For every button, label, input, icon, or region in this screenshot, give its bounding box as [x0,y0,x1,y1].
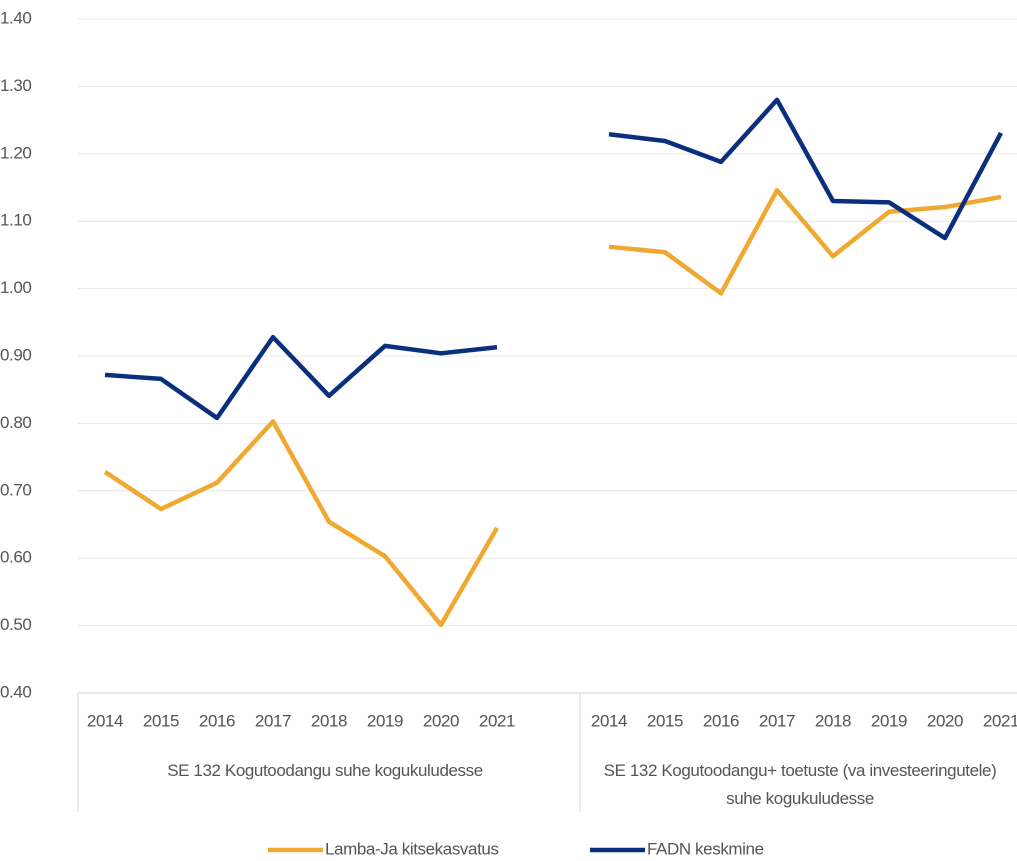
x-tick-label: 2015 [143,711,179,730]
y-tick-label: 1.30 [0,76,32,95]
y-tick-label: 0.70 [0,480,32,499]
series-line [608,187,1002,296]
x-tick-label: 2017 [255,711,291,730]
x-tick-label: 2020 [927,711,963,730]
x-tick-label: 2017 [759,711,795,730]
x-tick-label: 2021 [983,711,1017,730]
x-tick-label: 2018 [815,711,851,730]
y-tick-label: 1.40 [0,8,32,27]
x-tick-label: 2016 [199,711,235,730]
y-tick-label: 1.20 [0,143,32,162]
x-tick-label: 2014 [87,711,123,730]
y-tick-label: 1.10 [0,211,32,230]
x-tick-label: 2014 [591,711,627,730]
y-tick-label: 0.60 [0,548,32,567]
y-tick-label: 0.50 [0,615,32,634]
y-tick-label: 0.90 [0,345,32,364]
x-tick-label: 2018 [311,711,347,730]
y-tick-label: 0.40 [0,682,32,701]
x-tick-label: 2019 [871,711,907,730]
legend-label: Lamba-Ja kitsekasvatus [325,839,499,858]
series-line [608,97,1003,241]
x-tick-label: 2016 [703,711,739,730]
x-tick-label: 2019 [367,711,403,730]
series-line [103,419,499,628]
group-label: SE 132 Kogutoodangu+ toetuste (va invest… [603,761,997,808]
x-tick-label: 2015 [647,711,683,730]
group-label: SE 132 Kogutoodangu suhe kogukuludesse [167,761,483,780]
series-line [104,334,498,421]
y-tick-label: 1.00 [0,278,32,297]
legend-label: FADN keskmine [647,839,764,858]
x-tick-label: 2021 [479,711,515,730]
y-tick-label: 0.80 [0,413,32,432]
x-tick-label: 2020 [423,711,459,730]
